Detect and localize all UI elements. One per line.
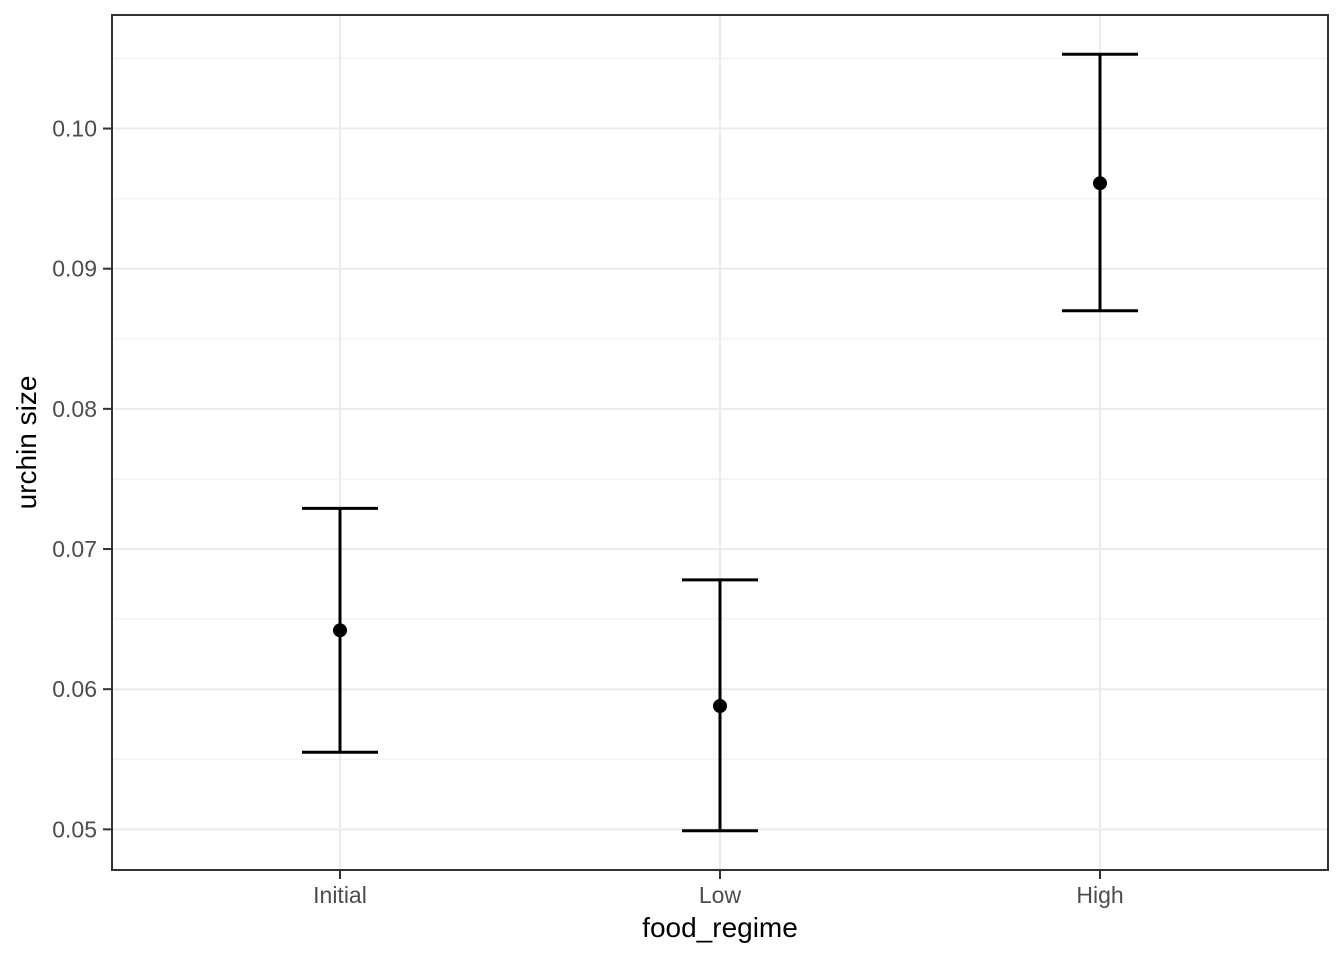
x-axis-title: food_regime	[642, 912, 798, 943]
x-tick-label: Low	[699, 882, 742, 908]
y-tick-label: 0.09	[52, 256, 97, 282]
y-axis-title: urchin size	[11, 376, 42, 510]
errorbar-low	[682, 578, 758, 833]
point-low	[713, 699, 727, 714]
errorbar-series	[302, 52, 1138, 833]
x-tick-label: Initial	[313, 882, 367, 908]
y-tick-label: 0.06	[52, 676, 97, 702]
errorbar-high	[1062, 52, 1138, 313]
x-tick-label: High	[1076, 882, 1123, 908]
y-tick-label: 0.07	[52, 536, 97, 562]
y-tick-label: 0.10	[52, 116, 97, 142]
errorbar-initial	[302, 506, 378, 754]
grid-major-lines	[112, 15, 1328, 870]
y-tick-label: 0.08	[52, 396, 97, 422]
axis-ticks	[103, 127, 1101, 879]
point-initial	[333, 623, 347, 638]
axis-tick-labels: 0.05 0.06 0.07 0.08 0.09 0.10 Initial Low High	[52, 116, 1123, 908]
y-tick-label: 0.05	[52, 816, 97, 842]
point-high	[1093, 176, 1107, 191]
